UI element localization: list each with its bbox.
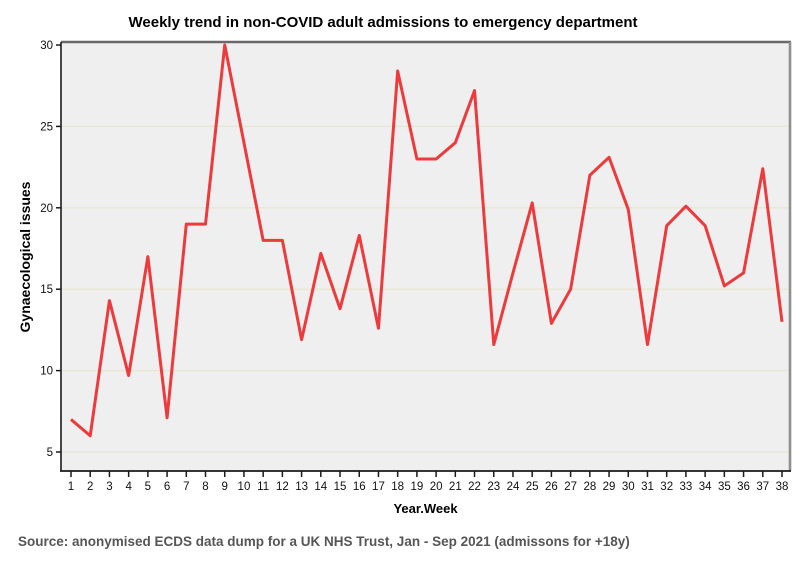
x-tick-label: 2	[87, 481, 93, 493]
x-tick-label: 21	[449, 481, 462, 493]
x-tick-label: 4	[125, 481, 132, 493]
x-tick-label: 26	[545, 481, 558, 493]
x-tick-label: 12	[276, 481, 289, 493]
source-note: Source: anonymised ECDS data dump for a …	[18, 534, 630, 549]
x-tick-label: 13	[295, 481, 308, 493]
y-tick-label: 25	[40, 121, 53, 133]
x-tick-label: 18	[391, 481, 404, 493]
x-tick-label: 3	[106, 481, 112, 493]
x-tick-label: 33	[680, 481, 693, 493]
x-tick-label: 27	[564, 481, 577, 493]
x-tick-label: 5	[145, 481, 151, 493]
x-tick-label: 22	[468, 481, 481, 493]
x-tick-label: 14	[314, 481, 327, 493]
x-tick-label: 17	[372, 481, 385, 493]
plot-area	[61, 42, 790, 471]
x-tick-label: 29	[603, 481, 616, 493]
y-tick-label: 20	[40, 203, 53, 215]
x-tick-label: 37	[756, 481, 769, 493]
x-tick-label: 28	[583, 481, 596, 493]
y-tick-label: 5	[47, 447, 53, 459]
x-tick-label: 36	[737, 481, 750, 493]
x-axis-label: Year.Week	[393, 501, 458, 516]
x-tick-label: 11	[257, 481, 269, 493]
x-tick-label: 8	[202, 481, 208, 493]
x-tick-label: 23	[487, 481, 500, 493]
x-tick-label: 6	[164, 481, 170, 493]
y-tick-label: 15	[40, 284, 53, 296]
x-tick-label: 25	[526, 481, 539, 493]
x-tick-label: 32	[660, 481, 673, 493]
x-tick-label: 35	[718, 481, 731, 493]
chart-title: Weekly trend in non-COVID adult admissio…	[128, 14, 638, 31]
x-tick-label: 30	[622, 481, 635, 493]
y-tick-label: 30	[40, 40, 53, 52]
x-tick-label: 7	[183, 481, 189, 493]
x-tick-label: 34	[699, 481, 712, 493]
x-tick-label: 24	[507, 481, 520, 493]
x-tick-label: 16	[353, 481, 366, 493]
x-tick-label: 31	[641, 481, 654, 493]
x-tick-label: 15	[334, 481, 347, 493]
x-tick-label: 9	[222, 481, 228, 493]
x-tick-label: 10	[238, 481, 251, 493]
x-tick-label: 20	[430, 481, 443, 493]
data-line	[70, 43, 784, 438]
x-tick-label: 1	[68, 481, 74, 493]
y-tick-label: 10	[40, 366, 53, 378]
x-tick-label: 19	[410, 481, 423, 493]
x-tick-label: 38	[776, 481, 789, 493]
